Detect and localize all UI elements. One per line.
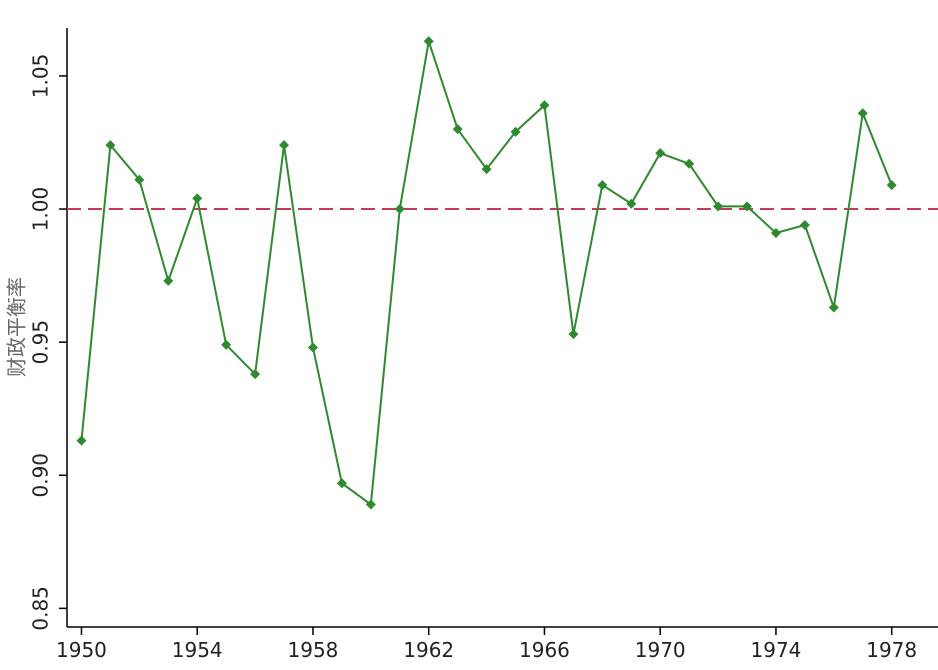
x-tick-label: 1978 xyxy=(866,638,917,662)
x-tick-label: 1954 xyxy=(172,638,223,662)
x-tick-label: 1950 xyxy=(56,638,107,662)
point xyxy=(307,342,318,353)
point xyxy=(192,193,203,204)
point xyxy=(770,227,781,238)
x-tick-label: 1958 xyxy=(288,638,339,662)
point xyxy=(828,302,839,313)
point xyxy=(365,499,376,510)
point xyxy=(510,126,521,137)
series-line xyxy=(80,40,893,507)
point xyxy=(799,220,810,231)
x-tick-label: 1962 xyxy=(403,638,454,662)
point xyxy=(568,329,579,340)
y-tick-label: 0.90 xyxy=(29,453,53,498)
y-tick-label: 0.85 xyxy=(29,586,53,631)
point xyxy=(221,339,232,350)
point xyxy=(250,369,261,380)
point xyxy=(713,201,724,212)
point xyxy=(626,198,637,209)
y-axis-title: 财政平衡率 xyxy=(5,277,29,377)
point xyxy=(76,435,87,446)
point xyxy=(539,100,550,111)
y-tick-label: 1.05 xyxy=(29,54,53,99)
y-tick-label: 0.95 xyxy=(29,320,53,365)
point xyxy=(279,140,290,151)
point xyxy=(655,148,666,159)
point xyxy=(336,478,347,489)
x-tick-label: 1974 xyxy=(751,638,802,662)
point xyxy=(105,140,116,151)
point xyxy=(597,180,608,191)
point xyxy=(452,124,463,135)
point xyxy=(134,174,145,185)
point xyxy=(742,201,753,212)
point xyxy=(684,158,695,169)
point xyxy=(481,164,492,175)
x-tick-label: 1970 xyxy=(635,638,686,662)
y-tick-label: 1.00 xyxy=(29,187,53,232)
x-tick-label: 1966 xyxy=(519,638,570,662)
point xyxy=(857,108,868,119)
point xyxy=(394,204,405,215)
point xyxy=(163,275,174,286)
point xyxy=(886,180,897,191)
point xyxy=(423,36,434,47)
